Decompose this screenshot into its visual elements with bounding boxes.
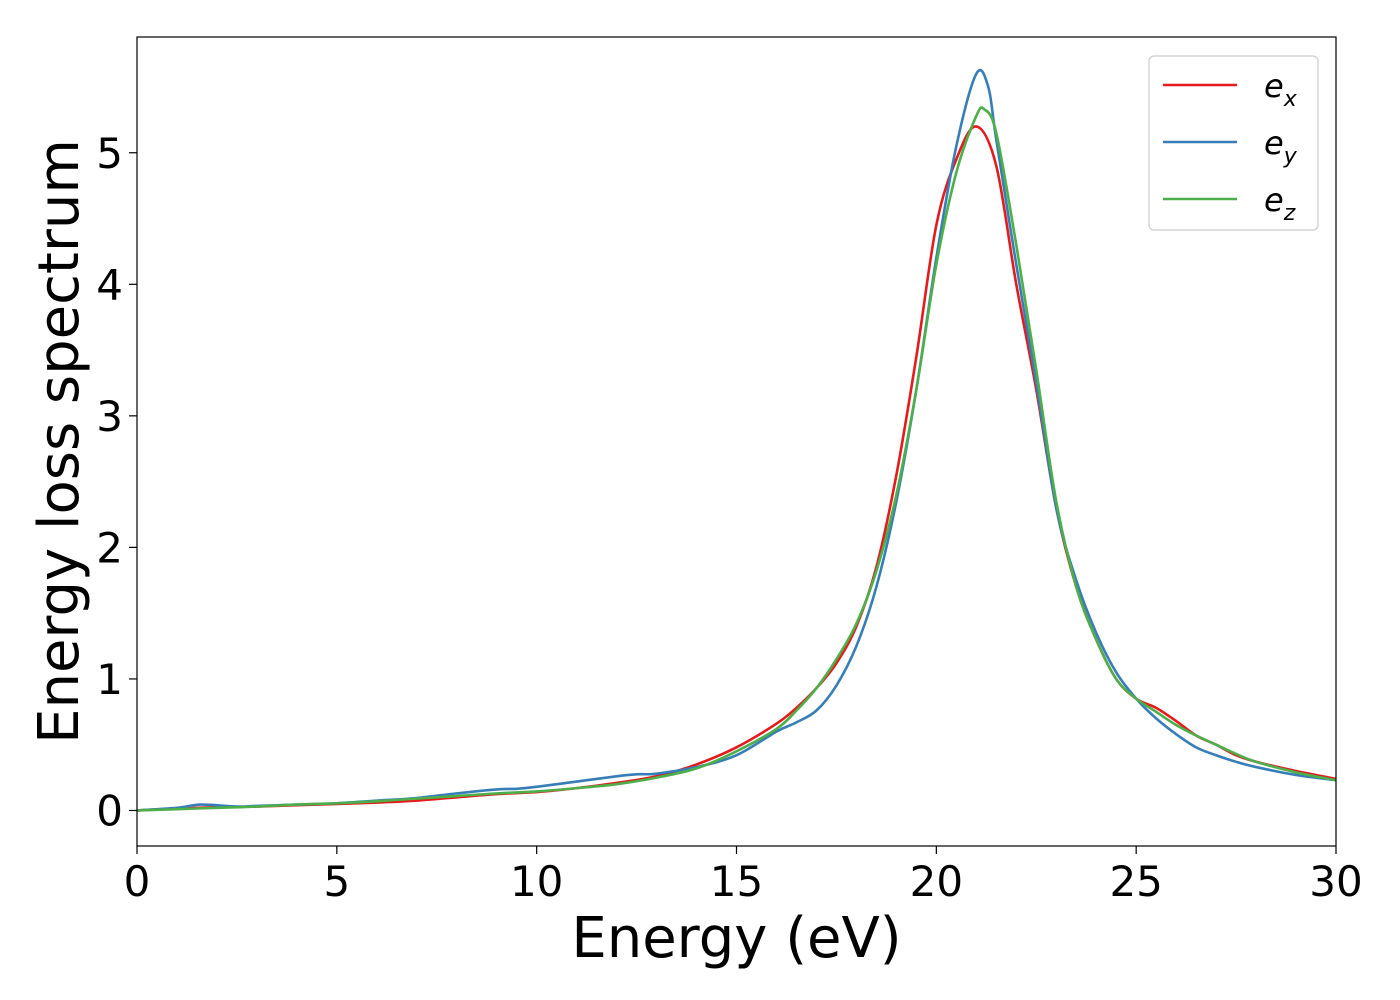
series-layer [136,68,1337,812]
legend-label-z: ez [1264,181,1296,226]
series-line-z [136,106,1337,812]
x-axis-title: Energy (eV) [571,906,901,971]
x-tick-label: 0 [124,857,151,906]
legend-label-x: ex [1264,67,1298,112]
x-tick-label: 25 [1109,857,1162,906]
y-axis-title: Energy loss spectrum [27,139,92,744]
y-tick-label: 2 [96,523,123,572]
x-tick-label: 5 [323,857,350,906]
legend-label-y: ey [1264,124,1298,169]
legend: ex ey ez [1148,55,1319,231]
x-tick-label: 15 [710,857,763,906]
series-line-x [136,125,1337,812]
y-tick-label: 0 [96,786,123,835]
y-tick-label: 3 [96,392,123,441]
x-tick-label: 10 [510,857,563,906]
x-tick-label: 30 [1309,857,1362,906]
y-tick-label: 1 [96,655,123,704]
x-tick-label: 20 [910,857,963,906]
y-tick-label: 5 [96,129,123,178]
y-axis: 0 1 2 3 4 5 [96,129,137,835]
x-axis: 0 5 10 15 20 25 30 [124,846,1363,906]
y-tick-label: 4 [96,260,123,309]
